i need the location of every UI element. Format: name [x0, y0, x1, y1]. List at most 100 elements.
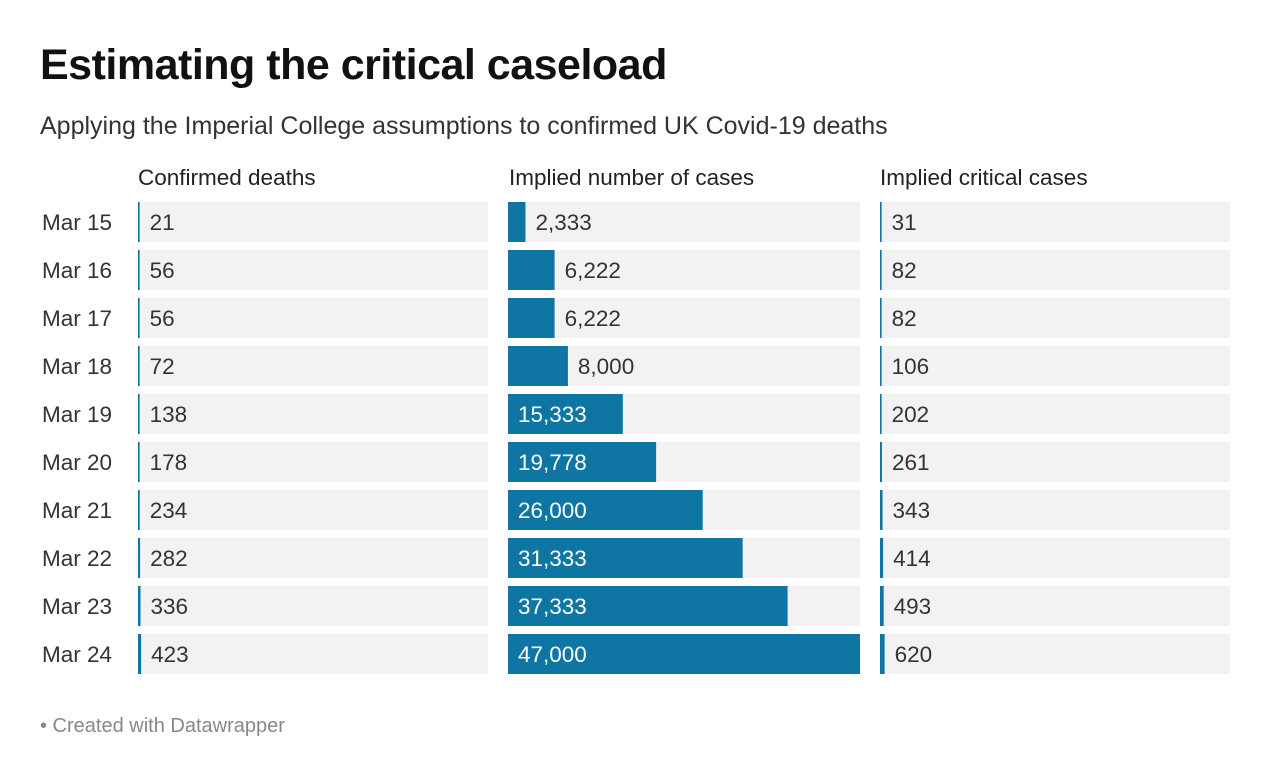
split-bar-chart: Mar 15 Mar 16 Mar 17 Mar 18 Mar 19 Mar 20 Mar … [42, 202, 1230, 674]
data-label-confirmed-deaths: 234 [150, 498, 188, 523]
row-label-mar-22: Mar 22 [42, 546, 112, 571]
data-label-implied-critical-cases: 261 [892, 450, 930, 475]
data-label-implied-critical-cases: 31 [892, 210, 917, 235]
bar-implied-number-of-cases [508, 346, 568, 386]
bar-implied-critical-cases [880, 394, 882, 434]
bar-implied-critical-cases [880, 346, 882, 386]
bar-track-confirmed-deaths [138, 538, 488, 578]
row-label-mar-21: Mar 21 [42, 498, 112, 523]
bar-track-implied-critical-cases [880, 538, 1230, 578]
bar-confirmed-deaths [138, 394, 140, 434]
bar-track-confirmed-deaths [138, 202, 488, 242]
bar-track-implied-critical-cases [880, 490, 1230, 530]
bar-implied-number-of-cases [508, 394, 623, 434]
data-label-implied-number-of-cases: 19,778 [518, 450, 587, 475]
bar-track-implied-number-of-cases [508, 202, 860, 242]
bar-track-confirmed-deaths [138, 394, 488, 434]
bar-implied-number-of-cases [508, 202, 526, 242]
bar-implied-critical-cases [880, 634, 885, 674]
data-label-implied-number-of-cases: 37,333 [518, 594, 587, 619]
bar-implied-number-of-cases [508, 298, 555, 338]
bar-track-implied-critical-cases [880, 202, 1230, 242]
data-label-confirmed-deaths: 282 [150, 546, 188, 571]
data-label-confirmed-deaths: 336 [151, 594, 189, 619]
bar-track-implied-critical-cases [880, 634, 1230, 674]
bar-implied-critical-cases [880, 442, 882, 482]
row-label-mar-19: Mar 19 [42, 402, 112, 427]
data-label-implied-critical-cases: 343 [893, 498, 931, 523]
data-label-implied-number-of-cases: 15,333 [518, 402, 587, 427]
data-label-implied-critical-cases: 493 [894, 594, 932, 619]
bar-track-confirmed-deaths [138, 250, 488, 290]
bar-confirmed-deaths [138, 490, 140, 530]
bar-implied-number-of-cases [508, 442, 657, 482]
row-label-mar-16: Mar 16 [42, 258, 112, 283]
data-label-implied-critical-cases: 82 [892, 258, 917, 283]
bar-implied-critical-cases [880, 490, 883, 530]
bar-track-confirmed-deaths [138, 490, 488, 530]
row-label-mar-18: Mar 18 [42, 354, 112, 379]
data-label-confirmed-deaths: 138 [150, 402, 188, 427]
bar-implied-critical-cases [880, 586, 884, 626]
data-label-implied-number-of-cases: 8,000 [578, 354, 634, 379]
bar-track-implied-critical-cases [880, 586, 1230, 626]
data-label-implied-critical-cases: 82 [892, 306, 917, 331]
row-label-mar-15: Mar 15 [42, 210, 112, 235]
bar-track-confirmed-deaths [138, 586, 488, 626]
bar-track-confirmed-deaths [138, 442, 488, 482]
bar-confirmed-deaths [138, 634, 142, 674]
bar-track-implied-critical-cases [880, 442, 1230, 482]
data-label-confirmed-deaths: 21 [150, 210, 175, 235]
data-label-confirmed-deaths: 423 [151, 642, 189, 667]
bar-track-implied-number-of-cases [508, 250, 860, 290]
bar-implied-critical-cases [880, 202, 882, 242]
bar-track-confirmed-deaths [138, 634, 488, 674]
data-label-implied-critical-cases: 620 [895, 642, 933, 667]
chart-title: Estimating the critical caseload [40, 41, 667, 89]
row-label-mar-17: Mar 17 [42, 306, 112, 331]
data-label-confirmed-deaths: 56 [150, 306, 175, 331]
data-label-confirmed-deaths: 178 [150, 450, 188, 475]
data-label-implied-number-of-cases: 26,000 [518, 498, 587, 523]
row-label-mar-24: Mar 24 [42, 642, 112, 667]
data-label-implied-critical-cases: 202 [892, 402, 930, 427]
data-label-implied-number-of-cases: 6,222 [565, 306, 621, 331]
bar-track-implied-critical-cases [880, 298, 1230, 338]
bar-confirmed-deaths [138, 586, 141, 626]
data-label-implied-number-of-cases: 2,333 [535, 210, 591, 235]
data-label-implied-critical-cases: 106 [892, 354, 930, 379]
bar-track-implied-critical-cases [880, 346, 1230, 386]
bar-confirmed-deaths [138, 346, 140, 386]
data-label-implied-number-of-cases: 31,333 [518, 546, 587, 571]
bar-confirmed-deaths [138, 250, 140, 290]
bar-confirmed-deaths [138, 442, 140, 482]
bar-track-implied-critical-cases [880, 250, 1230, 290]
bar-implied-number-of-cases [508, 634, 860, 674]
bar-confirmed-deaths [138, 202, 140, 242]
data-label-confirmed-deaths: 72 [150, 354, 175, 379]
data-label-implied-number-of-cases: 6,222 [565, 258, 621, 283]
bar-track-confirmed-deaths [138, 298, 488, 338]
data-label-confirmed-deaths: 56 [150, 258, 175, 283]
bar-track-confirmed-deaths [138, 346, 488, 386]
bar-implied-number-of-cases [508, 586, 788, 626]
data-label-implied-number-of-cases: 47,000 [518, 642, 587, 667]
chart-subtitle: Applying the Imperial College assumption… [40, 112, 888, 140]
bar-track-implied-number-of-cases [508, 298, 860, 338]
column-header-confirmed-deaths: Confirmed deaths [138, 165, 316, 190]
bar-implied-critical-cases [880, 298, 882, 338]
bar-confirmed-deaths [138, 298, 140, 338]
bar-implied-number-of-cases [508, 250, 555, 290]
row-label-mar-23: Mar 23 [42, 594, 112, 619]
footer-credit: • Created with Datawrapper [40, 715, 285, 737]
data-label-implied-critical-cases: 414 [893, 546, 931, 571]
bar-track-implied-critical-cases [880, 394, 1230, 434]
bar-confirmed-deaths [138, 538, 141, 578]
bar-implied-number-of-cases [508, 538, 743, 578]
bar-implied-critical-cases [880, 538, 884, 578]
column-header-implied-critical-cases: Implied critical cases [880, 165, 1088, 190]
bar-implied-critical-cases [880, 250, 882, 290]
row-label-mar-20: Mar 20 [42, 450, 112, 475]
column-header-implied-cases: Implied number of cases [509, 165, 755, 190]
bar-implied-number-of-cases [508, 490, 703, 530]
